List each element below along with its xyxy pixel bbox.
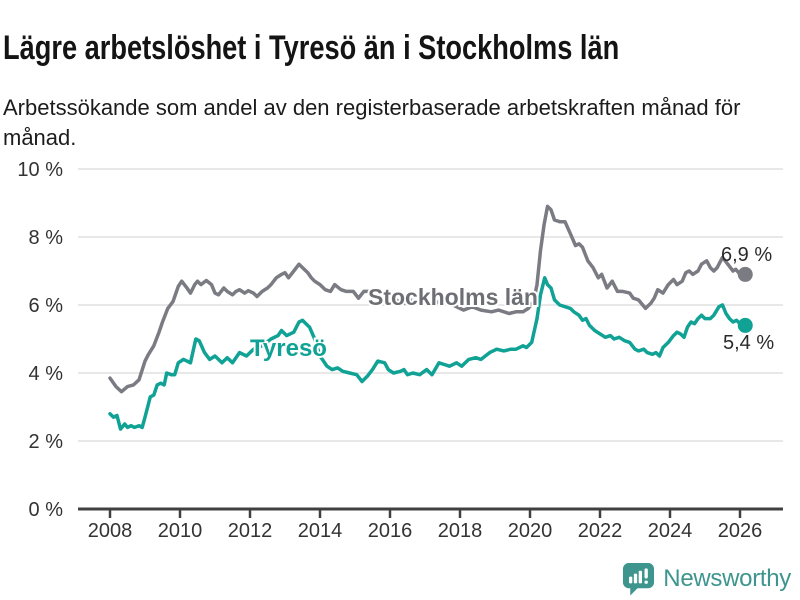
brand-name: Newsworthy (663, 565, 791, 592)
page-title: Lägre arbetslöshet i Tyresö än i Stockho… (3, 28, 620, 67)
y-tick-label-6: 6 % (29, 295, 64, 317)
x-tick-label-2012: 2012 (228, 520, 273, 542)
y-tick-label-2: 2 % (29, 431, 64, 453)
y-tick-label-8: 8 % (29, 227, 64, 249)
x-tick-label-2014: 2014 (298, 520, 343, 542)
series-line-0 (108, 204, 748, 394)
x-tick-label-2016: 2016 (368, 520, 413, 542)
x-tick-label-2026: 2026 (718, 520, 763, 542)
x-tick-label-2020: 2020 (508, 520, 553, 542)
bar-chart-speech-bubble-icon (623, 562, 655, 596)
x-tick-label-2008: 2008 (88, 520, 133, 542)
chart-subtitle: Arbetssökande som andel av den registerb… (3, 95, 741, 151)
series-end-dot-1 (737, 317, 753, 333)
y-tick-label-0: 0 % (29, 499, 64, 521)
newsworthy-logo[interactable]: Newsworthy (622, 562, 791, 596)
end-value-label-1: 5,4 % (723, 332, 774, 354)
series-label-1: Tyresö (250, 335, 327, 362)
x-tick-label-2018: 2018 (438, 520, 483, 542)
x-tick-label-2010: 2010 (158, 520, 203, 542)
y-tick-label-4: 4 % (29, 363, 64, 385)
y-tick-label-10: 10 % (17, 159, 63, 181)
series-end-dot-0 (737, 266, 753, 282)
series-label-0: Stockholms län (368, 284, 538, 310)
end-value-label-0: 6,9 % (721, 244, 772, 266)
x-tick-label-2022: 2022 (578, 520, 623, 542)
series-line-1 (108, 276, 748, 431)
x-tick-label-2024: 2024 (648, 520, 693, 542)
